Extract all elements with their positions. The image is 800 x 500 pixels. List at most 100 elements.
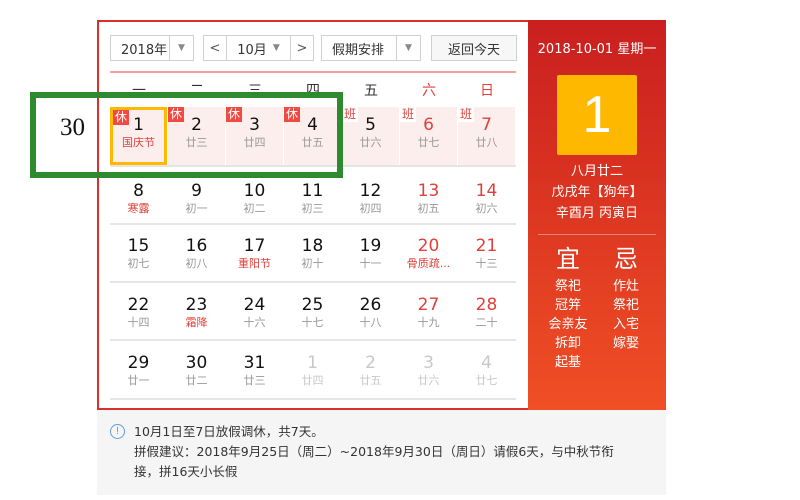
day-cell[interactable]: 休 1 国庆节 [110,107,167,165]
day-number: 22 [127,295,150,315]
day-number: 24 [243,295,266,315]
day-number: 5 [365,115,376,135]
ji-title: 忌 [614,245,638,273]
day-cell[interactable]: 休 3 廿四 [226,107,283,165]
holiday-notice: ! 10月1日至7日放假调休，共7天。 拼假建议：2018年9月25日（周二）~… [97,410,666,495]
annotation-label: 30 [60,114,85,141]
week-row: 休 1 国庆节休 2 廿三休 3 廿四休 4 廿五班 5 廿六班 6 廿七班 7 廿八 [110,107,516,167]
day-cell[interactable]: 18 初十 [284,228,341,281]
lunar-year: 戊戌年【狗年】 [551,185,643,200]
lunar-label: 廿二 [185,374,208,387]
day-number: 6 [423,115,434,135]
lunar-label: 初七 [127,257,150,270]
ji-item: 嫁娶 [612,336,639,351]
day-cell[interactable]: 31 廿三 [226,345,283,398]
day-number: 28 [475,295,498,315]
month-select[interactable]: 10月 ▼ [226,36,291,60]
day-cell[interactable]: 25 十七 [284,287,341,339]
day-cell[interactable]: 19 十一 [342,228,399,281]
lunar-label: 十七 [301,316,324,329]
week-row: 8 寒露 9 初一 10 初二 11 初三 12 初四 13 初五 14 初六 [110,173,516,225]
day-cell[interactable]: 26 十八 [342,287,399,339]
lunar-label: 廿五 [359,374,382,387]
lunar-label: 廿四 [243,136,266,149]
lunar-label: 初五 [417,202,440,215]
day-cell[interactable]: 17 重阳节 [226,228,283,281]
day-cell[interactable]: 1 廿四 [284,345,341,398]
lunar-label: 廿六 [359,136,382,149]
day-cell[interactable]: 9 初一 [168,173,225,223]
day-cell[interactable]: 3 廿六 [400,345,457,398]
day-number: 29 [127,353,150,373]
day-cell[interactable]: 27 十九 [400,287,457,339]
day-cell[interactable]: 29 廿一 [110,345,167,398]
day-number: 10 [243,181,266,201]
day-number: 2 [191,115,202,135]
day-cell[interactable]: 22 十四 [110,287,167,339]
day-number: 15 [127,236,150,256]
lunar-label: 十一 [359,257,382,270]
day-cell[interactable]: 休 4 廿五 [284,107,341,165]
day-cell[interactable]: 15 初七 [110,228,167,281]
day-cell[interactable]: 班 6 廿七 [400,107,457,165]
day-cell[interactable]: 11 初三 [284,173,341,223]
yi-title: 宜 [556,245,580,273]
yi-item: 祭祀 [554,279,581,294]
day-number: 20 [417,236,440,256]
day-number: 8 [133,181,144,201]
month-value: 10月 [237,42,267,58]
rest-badge: 休 [284,107,301,122]
day-cell[interactable]: 28 二十 [458,287,515,339]
day-cell[interactable]: 23 霜降 [168,287,225,339]
day-cell[interactable]: 24 十六 [226,287,283,339]
notice-line: 拼假建议：2018年9月25日（周二）~2018年9月30日（周日）请假6天，与… [134,444,614,459]
week-row: 29 廿一 30 廿二 31 廿三 1 廿四 2 廿五 3 廿六 4 廿七 [110,345,516,400]
day-cell[interactable]: 休 2 廿三 [168,107,225,165]
lunar-label: 廿七 [417,136,440,149]
day-cell[interactable]: 2 廿五 [342,345,399,398]
lunar-label: 国庆节 [122,136,155,149]
day-number: 13 [417,181,440,201]
yi-item: 起基 [554,355,581,370]
day-number: 26 [359,295,382,315]
holiday-select[interactable]: 假期安排 ▼ [321,35,421,61]
day-cell[interactable]: 21 十三 [458,228,515,281]
day-number: 25 [301,295,324,315]
rest-badge: 休 [168,107,185,122]
day-number: 11 [301,181,324,201]
lunar-label: 十六 [243,316,266,329]
prev-month-button[interactable]: < [209,40,221,56]
day-cell[interactable]: 10 初二 [226,173,283,223]
ji-item: 祭祀 [612,298,639,313]
info-icon: ! [110,424,125,439]
day-cell[interactable]: 16 初八 [168,228,225,281]
chevron-down-icon: ▼ [169,36,193,60]
day-number: 12 [359,181,382,201]
ji-item: 作灶 [612,279,639,294]
weekday-header: 日 [480,83,494,99]
rest-badge: 休 [113,110,130,125]
return-today-button[interactable]: 返回今天 [431,35,517,61]
day-cell[interactable]: 4 廿七 [458,345,515,398]
day-cell[interactable]: 班 7 廿八 [458,107,515,165]
lunar-label: 初四 [359,202,382,215]
day-number: 2 [365,353,376,373]
day-number: 14 [475,181,498,201]
day-cell[interactable]: 12 初四 [342,173,399,223]
day-cell[interactable]: 班 5 廿六 [342,107,399,165]
next-month-button[interactable]: > [296,40,308,56]
day-cell[interactable]: 13 初五 [400,173,457,223]
lunar-label: 廿四 [301,374,324,387]
workday-badge: 班 [400,107,417,122]
yi-column: 宜祭祀 冠笄 会亲友 拆卸 起基 [539,243,597,372]
day-cell[interactable]: 8 寒露 [110,173,167,223]
notice-line: 10月1日至7日放假调休，共7天。 [134,424,324,439]
day-number: 27 [417,295,440,315]
day-cell[interactable]: 14 初六 [458,173,515,223]
lunar-label: 初八 [185,257,208,270]
year-select[interactable]: 2018年 ▼ [110,35,194,61]
lunar-label: 初三 [301,202,324,215]
day-cell[interactable]: 20 骨质疏... [400,228,457,281]
day-cell[interactable]: 30 廿二 [168,345,225,398]
day-number: 21 [475,236,498,256]
